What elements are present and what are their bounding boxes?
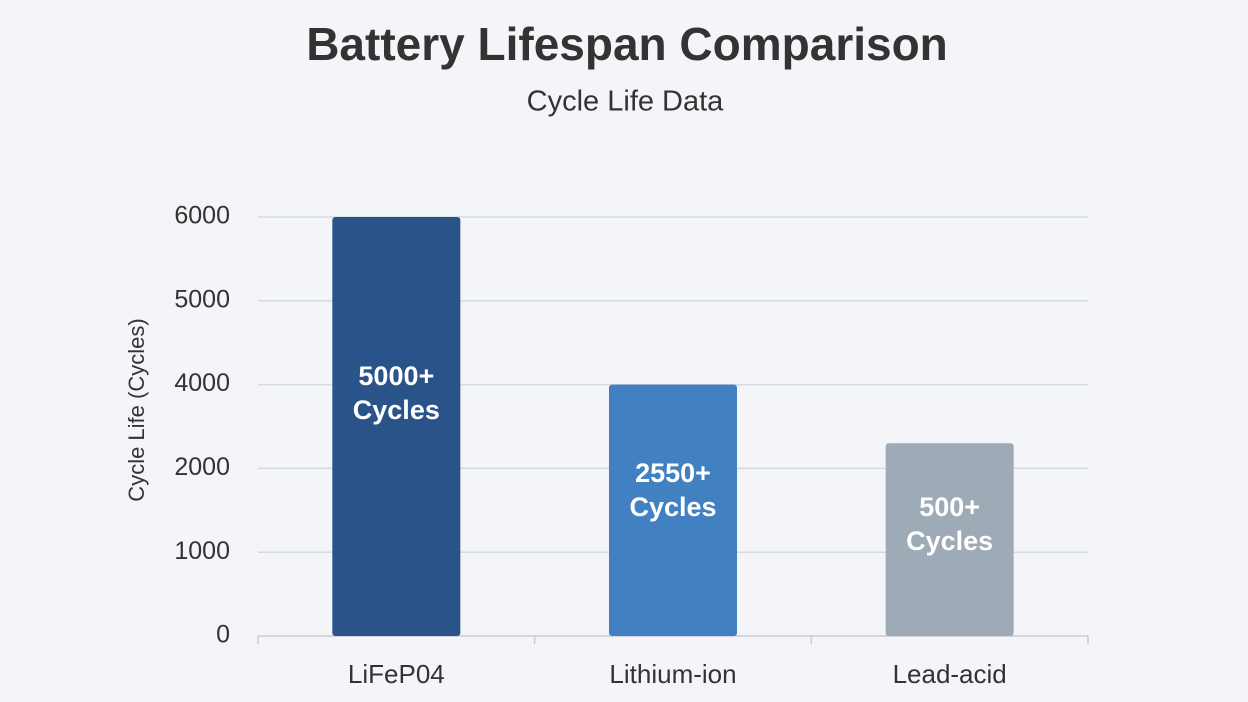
- bar-label: 5000+ Cycles: [352, 360, 440, 425]
- x-tick-label: Lead-acid: [893, 659, 1007, 689]
- bar: [332, 217, 461, 636]
- x-tick-label: LiFeP04: [348, 659, 445, 689]
- y-tick-label: 4000: [174, 369, 230, 397]
- y-tick-label: 6000: [174, 202, 230, 230]
- bar-label: 500+ Cycles: [906, 492, 994, 557]
- chart-title: Battery Lifespan Comparison: [306, 18, 948, 70]
- x-tick-label: Lithium-ion: [609, 659, 736, 689]
- y-tick-label: 2000: [174, 453, 230, 481]
- y-tick-label: 5000: [174, 285, 230, 313]
- bar: [885, 443, 1014, 636]
- bar-label: 2550+ Cycles: [629, 458, 717, 523]
- y-tick-label: 1000: [174, 537, 230, 565]
- y-axis-label: Cycle Life (Cycles): [124, 318, 149, 501]
- y-tick-label: 0: [216, 621, 230, 649]
- chart-subtitle: Cycle Life Data: [527, 86, 725, 118]
- bar: [609, 384, 737, 636]
